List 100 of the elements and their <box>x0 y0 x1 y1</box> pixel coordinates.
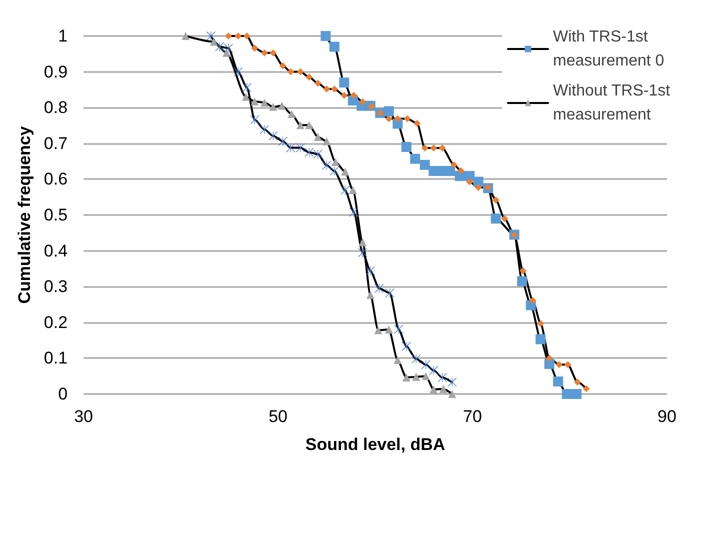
point <box>394 324 404 334</box>
point <box>582 385 590 392</box>
point <box>358 238 367 246</box>
point <box>269 102 278 111</box>
point <box>224 32 232 40</box>
point <box>260 49 268 56</box>
point <box>384 106 394 116</box>
y-tick-label: 0.1 <box>44 348 68 368</box>
point <box>438 144 446 152</box>
point <box>260 98 268 107</box>
point <box>556 361 563 368</box>
point <box>306 74 313 81</box>
point <box>348 186 357 194</box>
point <box>296 121 304 130</box>
point <box>341 168 350 176</box>
point <box>320 31 331 41</box>
point <box>340 186 350 195</box>
point <box>215 42 224 52</box>
y-tick-label: 0.7 <box>44 134 68 153</box>
point <box>466 178 474 186</box>
point <box>368 103 375 110</box>
point <box>490 214 501 224</box>
point <box>366 290 374 299</box>
point <box>385 115 392 122</box>
point <box>374 326 382 334</box>
point <box>572 389 582 399</box>
point <box>330 85 338 92</box>
point <box>314 132 322 141</box>
y-axis-title: Cumulative frequency <box>15 126 34 304</box>
point <box>474 184 482 191</box>
x-tick-label: 90 <box>658 407 676 426</box>
point <box>314 80 322 87</box>
point <box>222 48 230 57</box>
point <box>412 372 420 381</box>
point <box>484 184 492 191</box>
y-tick-label: 0.9 <box>44 62 68 82</box>
point <box>492 196 500 204</box>
point <box>359 98 366 106</box>
y-tick-label: 0.4 <box>44 241 68 260</box>
point <box>296 143 305 152</box>
x-axis-title: Sound level, dBA <box>305 435 446 454</box>
point <box>288 110 296 118</box>
point <box>394 115 402 122</box>
point <box>296 68 304 76</box>
point <box>414 120 421 127</box>
point <box>422 372 430 380</box>
point <box>529 297 536 304</box>
point <box>182 32 190 40</box>
point <box>251 44 258 52</box>
x-tick-label: 30 <box>74 407 93 426</box>
point <box>562 389 572 399</box>
point <box>438 373 447 382</box>
point <box>473 176 484 187</box>
point <box>278 102 286 110</box>
y-tick-label: 0 <box>58 384 68 404</box>
point <box>544 358 554 369</box>
point <box>224 44 233 53</box>
y-tick-label: 1 <box>58 26 68 46</box>
point <box>457 167 464 174</box>
point <box>331 158 340 166</box>
legend-label: Without TRS-1st measurement <box>553 82 675 124</box>
point <box>450 161 458 168</box>
point <box>430 385 438 394</box>
point <box>401 142 412 152</box>
point <box>410 154 420 164</box>
point <box>404 115 411 122</box>
point <box>366 266 375 276</box>
point <box>564 361 572 368</box>
point <box>287 68 294 76</box>
point <box>421 144 428 152</box>
point <box>243 32 250 40</box>
point <box>270 49 277 56</box>
y-tick-label: 0.6 <box>44 170 68 189</box>
point <box>445 166 456 176</box>
point <box>234 32 242 40</box>
point <box>278 136 288 146</box>
point <box>394 356 402 364</box>
point <box>546 354 553 362</box>
point <box>206 32 216 40</box>
point <box>250 115 260 124</box>
point <box>339 78 350 88</box>
point <box>323 85 330 92</box>
point <box>574 378 582 386</box>
x-tick-label: 70 <box>463 407 482 426</box>
y-tick-label: 0.2 <box>44 312 68 332</box>
point <box>517 276 528 286</box>
y-tick-label: 0.5 <box>44 206 68 224</box>
point <box>329 42 340 52</box>
point <box>420 160 430 170</box>
point <box>322 160 332 170</box>
y-tick-label: 0.8 <box>44 98 68 118</box>
point <box>385 288 394 298</box>
point <box>350 92 358 99</box>
point <box>242 92 250 101</box>
point <box>553 376 564 386</box>
point <box>501 215 508 222</box>
x-tick-label: 50 <box>268 407 288 426</box>
point <box>402 374 410 382</box>
point <box>448 390 456 398</box>
point <box>536 334 546 344</box>
